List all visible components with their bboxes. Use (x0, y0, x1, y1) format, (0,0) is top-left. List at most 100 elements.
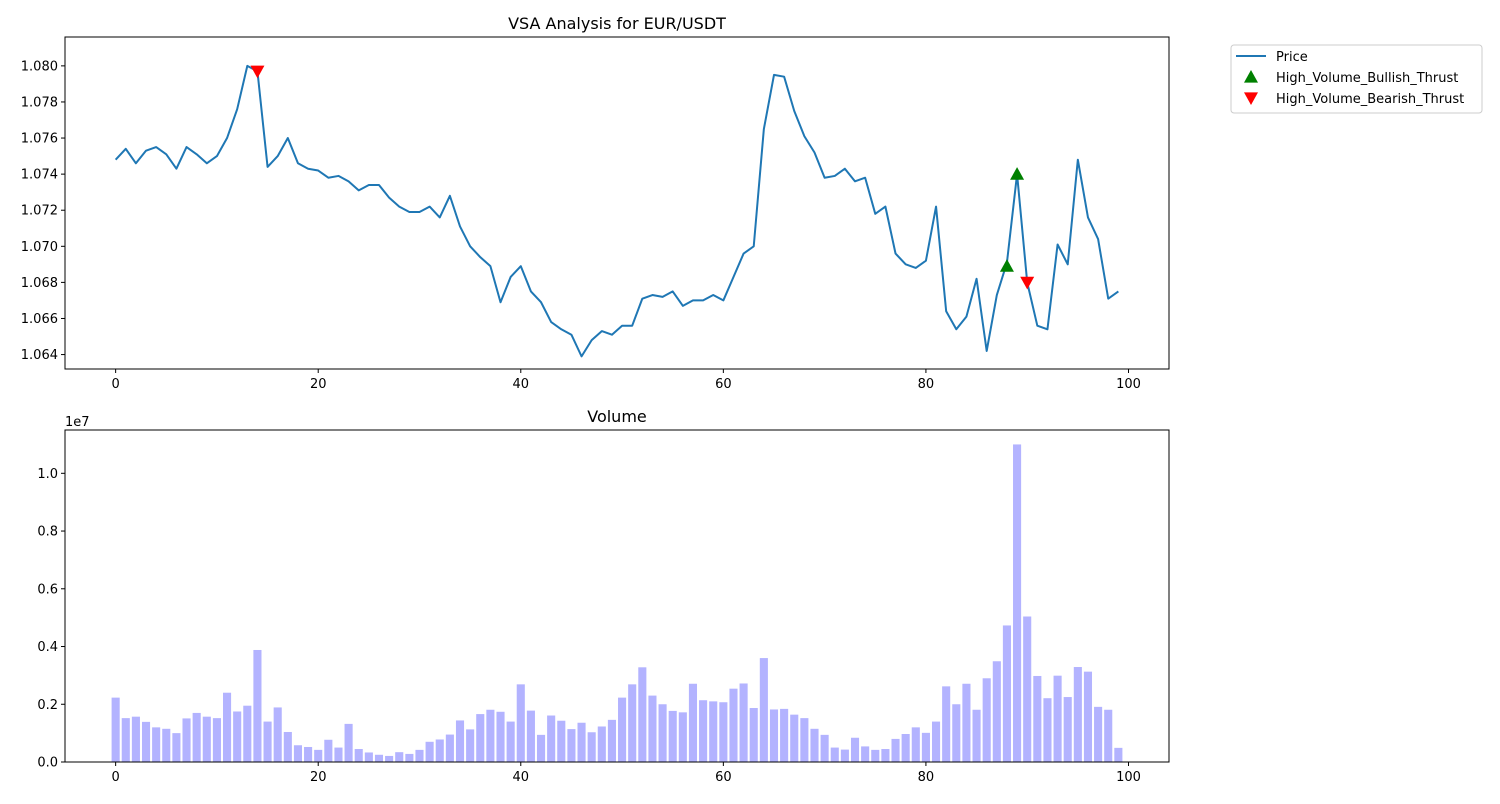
volume-x-tick-label: 0 (112, 770, 120, 785)
price-y-tick-label: 1.080 (21, 59, 58, 74)
bearish-thrust-marker (1020, 276, 1035, 290)
volume-bar (1073, 667, 1082, 762)
price-x-tick-label: 40 (513, 377, 530, 392)
volume-bar (324, 739, 333, 762)
volume-bar (547, 715, 556, 762)
volume-plot-frame (64, 429, 1170, 763)
volume-y-axis: 0.0 0.2 0.4 0.6 0.8 1.0 (37, 467, 65, 771)
volume-bar (628, 684, 637, 762)
volume-bar (840, 749, 849, 762)
volume-bar (425, 741, 434, 762)
volume-bar (304, 746, 313, 762)
volume-bar (749, 708, 758, 762)
volume-bar (790, 714, 799, 762)
volume-bar (162, 728, 171, 762)
volume-bar (972, 709, 981, 762)
volume-bar (709, 701, 718, 762)
bearish-thrust-marker (250, 65, 265, 79)
volume-bar (931, 721, 941, 762)
volume-bar (1023, 616, 1032, 762)
volume-bar (769, 709, 779, 762)
volume-bar (455, 720, 465, 762)
volume-bar (861, 746, 870, 762)
price-x-tick-label: 0 (112, 377, 120, 392)
volume-bar (344, 723, 353, 762)
volume-bar (607, 719, 616, 762)
price-y-axis: 1.064 1.066 1.068 1.070 1.072 1.074 1.076 1.078… (21, 59, 65, 363)
volume-bar (597, 726, 606, 762)
price-panel: VSA Analysis for EUR/USDT 1.0641.0661.06… (21, 14, 1170, 392)
volume-bar (1104, 709, 1113, 762)
volume-bar (415, 749, 424, 762)
volume-x-tick-label: 100 (1116, 770, 1141, 785)
volume-bar (202, 716, 211, 762)
volume-bar (192, 712, 201, 762)
volume-bar (678, 712, 687, 762)
volume-bar (263, 721, 272, 762)
volume-bar (871, 749, 880, 762)
volume-bar (982, 678, 991, 762)
price-series-line (114, 64, 1119, 358)
volume-bar (901, 734, 910, 762)
volume-scale-label: 1e7 (65, 415, 90, 430)
volume-bar (1033, 675, 1042, 762)
volume-bar (1043, 698, 1052, 762)
volume-bar (435, 739, 444, 762)
volume-bar (466, 729, 475, 762)
price-y-tick-label: 1.074 (21, 168, 58, 183)
volume-bar (1053, 675, 1062, 762)
price-plot-frame (64, 36, 1170, 370)
volume-bar (273, 707, 282, 762)
volume-bar (739, 683, 748, 762)
volume-bar (334, 747, 343, 762)
volume-bar (1002, 625, 1011, 762)
volume-bar (942, 686, 951, 762)
legend-label: Price (1276, 50, 1308, 65)
legend-box (1230, 44, 1483, 114)
volume-bar (587, 732, 596, 762)
volume-bar (354, 749, 363, 762)
volume-bars (111, 444, 1123, 762)
volume-bar (638, 667, 647, 762)
volume-bar (820, 734, 829, 762)
volume-bar (810, 728, 819, 762)
volume-bar (557, 720, 566, 762)
volume-bar (395, 752, 404, 762)
volume-bar (1094, 706, 1103, 762)
legend-label: High_Volume_Bearish_Thrust (1276, 92, 1464, 107)
volume-panel: Volume 1e7 0.0 0.2 0.4 0.6 0.8 1.0 0 20 40 60 80 1… (37, 407, 1170, 785)
volume-bar (800, 718, 809, 762)
volume-bar (962, 683, 971, 762)
bullish-thrust-marker (999, 259, 1014, 272)
volume-bar (111, 697, 120, 762)
volume-bar (658, 704, 667, 762)
volume-bar (141, 721, 151, 762)
volume-bar (476, 714, 485, 762)
thrust-markers (250, 65, 1035, 290)
volume-bar (121, 718, 130, 762)
price-y-tick-label: 1.066 (21, 312, 58, 327)
volume-bar (891, 738, 900, 762)
volume-bar (881, 749, 890, 762)
volume-bar (243, 705, 252, 762)
volume-x-axis: 0 20 40 60 80 100 (112, 762, 1141, 785)
price-y-tick-label: 1.068 (21, 276, 58, 291)
volume-y-tick-label: 0.2 (37, 698, 58, 713)
volume-bar (921, 732, 930, 762)
volume-y-tick-label: 0.6 (37, 582, 58, 597)
volume-bar (314, 749, 323, 762)
price-x-tick-label: 80 (918, 377, 935, 392)
volume-bar (719, 702, 728, 762)
volume-bar (385, 755, 394, 762)
volume-bar (830, 747, 839, 762)
volume-bar (182, 718, 191, 762)
volume-bar (364, 752, 373, 762)
volume-bar (567, 729, 576, 762)
volume-bar (911, 727, 920, 762)
price-x-tick-label: 20 (310, 377, 327, 392)
price-chart-title: VSA Analysis for EUR/USDT (508, 14, 726, 33)
price-x-tick-label: 60 (715, 377, 732, 392)
volume-bar (506, 721, 515, 762)
volume-bar (131, 716, 140, 762)
